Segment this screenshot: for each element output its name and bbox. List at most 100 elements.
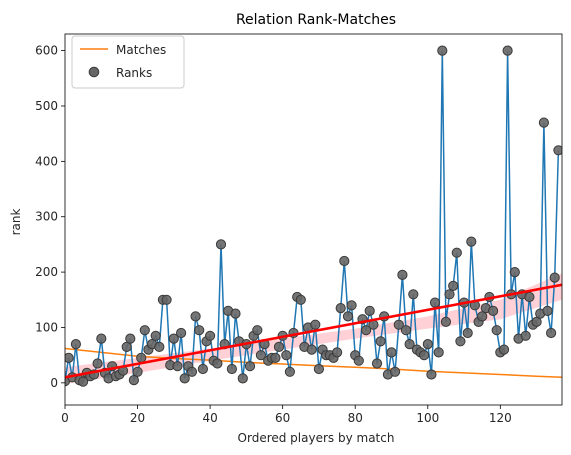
- rank-point-124: [509, 267, 520, 278]
- rank-point-65: [295, 294, 306, 305]
- rank-point-134: [546, 327, 557, 339]
- rank-point-25: [150, 330, 161, 341]
- rank-point-132: [538, 117, 550, 128]
- x-axis: 0 20 40 60 80 100 120: [61, 405, 512, 425]
- rank-point-94: [400, 325, 412, 336]
- y-tick-label-0: 0: [50, 376, 58, 390]
- rank-point-77: [339, 255, 350, 267]
- rank-point-5: [78, 376, 89, 387]
- chart-title: Relation Rank-Matches: [236, 12, 396, 28]
- rank-point-106: [444, 289, 455, 300]
- x-axis-title: Ordered players by match: [238, 431, 395, 445]
- rank-point-103: [433, 347, 444, 358]
- rank-point-43: [215, 239, 227, 250]
- confidence-band: [65, 273, 562, 384]
- y-axis-title: rank: [9, 209, 23, 236]
- regression-line: [65, 283, 562, 379]
- rank-point-51: [244, 361, 256, 372]
- rank-point-58: [270, 352, 281, 363]
- rank-point-99: [419, 350, 430, 361]
- rank-point-108: [451, 247, 462, 258]
- rank-point-122: [502, 45, 513, 56]
- rank-point-1: [65, 352, 74, 363]
- rank-point-33: [179, 373, 190, 384]
- rank-point-31: [172, 361, 183, 372]
- rank-point-109: [455, 336, 466, 347]
- rank-point-18: [125, 333, 136, 344]
- rank-point-61: [281, 350, 292, 361]
- y-tick-label-500: 500: [35, 99, 58, 113]
- y-tick-label-100: 100: [35, 320, 58, 334]
- rank-point-59: [273, 341, 285, 352]
- rank-point-21: [136, 352, 147, 363]
- rank-point-104: [437, 45, 448, 56]
- rank-point-26: [154, 341, 165, 352]
- x-tick-label-40: 40: [202, 411, 217, 425]
- rank-point-19: [128, 375, 139, 386]
- rank-point-118: [488, 305, 499, 316]
- y-tick-label-400: 400: [35, 154, 58, 168]
- rank-point-135: [549, 272, 560, 283]
- rank-point-112: [466, 236, 477, 247]
- rank-point-40: [205, 330, 216, 341]
- rank-point-121: [498, 344, 510, 355]
- y-tick-label-300: 300: [35, 210, 58, 224]
- rank-point-62: [284, 366, 295, 377]
- rank-point-127: [520, 330, 531, 341]
- rank-point-92: [393, 319, 404, 330]
- y-axis: 0 100 200 300 400 500 600: [35, 44, 65, 390]
- x-tick-label-100: 100: [416, 411, 439, 425]
- plot-area: [65, 45, 562, 387]
- rank-point-68: [306, 344, 317, 355]
- rank-point-93: [397, 269, 408, 280]
- rank-point-47: [230, 308, 241, 319]
- rank-point-130: [531, 316, 542, 327]
- rank-point-42: [212, 358, 223, 369]
- y-tick-label-200: 200: [35, 265, 58, 279]
- rank-point-28: [161, 294, 172, 305]
- rank-point-105: [440, 316, 451, 327]
- x-tick-label-120: 120: [489, 411, 512, 425]
- rank-point-96: [408, 289, 419, 300]
- x-tick-label-0: 0: [61, 411, 69, 425]
- rank-point-22: [139, 325, 150, 336]
- legend: Matches Ranks: [71, 35, 185, 89]
- legend-ranks-swatch: [88, 66, 100, 78]
- x-tick-label-60: 60: [275, 411, 290, 425]
- rank-point-3: [70, 339, 82, 350]
- plot-frame: [64, 33, 563, 406]
- rank-point-90: [386, 347, 397, 358]
- rank-point-70: [313, 363, 324, 375]
- rank-point-17: [121, 341, 132, 352]
- x-tick-label-20: 20: [130, 411, 145, 425]
- rank-point-84: [364, 305, 375, 316]
- rank-point-111: [462, 327, 473, 339]
- rank-point-101: [426, 369, 437, 380]
- rank-point-119: [491, 325, 502, 336]
- rank-point-36: [190, 311, 201, 322]
- rank-point-37: [194, 325, 205, 336]
- rank-point-100: [422, 339, 433, 350]
- legend-matches-label: Matches: [116, 43, 166, 57]
- rank-point-49: [237, 373, 248, 384]
- rank-point-10: [96, 333, 107, 344]
- rank-point-79: [346, 300, 357, 311]
- rank-point-30: [168, 333, 179, 344]
- rank-point-9: [92, 358, 103, 369]
- rank-point-54: [255, 350, 266, 361]
- rank-point-91: [390, 366, 401, 377]
- rank-point-32: [176, 327, 187, 339]
- rank-point-136: [553, 145, 562, 156]
- rank-point-38: [197, 363, 208, 375]
- y-tick-label-600: 600: [35, 44, 58, 58]
- rank-point-128: [524, 291, 535, 303]
- rank-point-20: [132, 366, 143, 377]
- x-tick-label-80: 80: [348, 411, 363, 425]
- legend-ranks-label: Ranks: [116, 66, 152, 80]
- rank-point-107: [448, 280, 459, 291]
- rank-point-69: [310, 319, 321, 330]
- rank-point-35: [186, 366, 198, 377]
- rank-point-87: [375, 336, 386, 347]
- rank-point-76: [335, 303, 346, 314]
- rank-point-102: [429, 297, 441, 308]
